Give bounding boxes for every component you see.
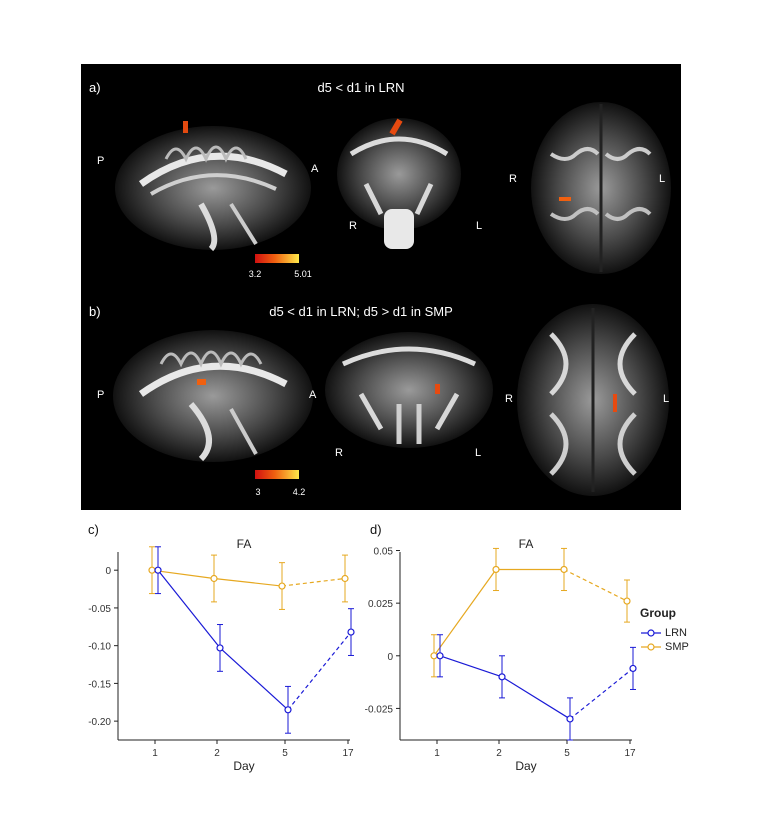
y-tick-label: 0	[387, 652, 393, 663]
data-point-smp	[341, 574, 349, 583]
series-line-lrn	[569, 667, 634, 720]
x-tick-label: 1	[434, 748, 440, 759]
sagittal-slice-a	[115, 121, 311, 252]
activation-blob	[389, 118, 403, 136]
data-point-lrn	[629, 664, 637, 673]
y-tick-label: 0.025	[368, 599, 393, 610]
activation-blob	[559, 197, 571, 201]
panel-b-title: d5 < d1 in LRN; d5 > d1 in SMP	[269, 304, 453, 319]
cor-a-left: R	[349, 220, 357, 232]
brain-image-panel: a) d5 < d1 in LRN P A R L	[81, 64, 681, 510]
colorbar-b	[255, 470, 299, 479]
y-tick-label: -0.10	[88, 642, 111, 653]
y-tick-label: -0.025	[365, 704, 394, 715]
chart-letter: c)	[88, 522, 99, 537]
ax-a-right: L	[659, 173, 665, 185]
sag-b-left: P	[97, 389, 104, 401]
series-line-lrn	[439, 655, 503, 678]
x-tick-label: 2	[496, 748, 502, 759]
series-line-smp	[213, 577, 283, 587]
x-tick-label: 1	[152, 748, 158, 759]
coronal-slice-b	[325, 332, 493, 448]
ax-a-left: R	[509, 173, 517, 185]
legend-key-smp	[641, 643, 661, 651]
data-point-lrn	[566, 715, 574, 723]
data-point-smp	[148, 566, 156, 574]
sag-a-right: A	[311, 163, 319, 175]
data-point-smp	[560, 565, 568, 574]
coronal-slice-a	[337, 118, 461, 249]
sag-b-right: A	[309, 389, 317, 401]
data-point-smp	[430, 652, 438, 660]
series-line-lrn	[157, 569, 221, 649]
chart-d: d) FA 0.05 0.025 0 -0.025 1 2 5 17 Day	[365, 522, 637, 773]
data-point-lrn	[154, 566, 162, 574]
data-point-smp	[278, 582, 286, 590]
legend-label-smp: SMP	[665, 641, 689, 653]
data-point-smp	[210, 574, 218, 583]
series-line-lrn	[501, 676, 571, 720]
legend-key-lrn	[641, 629, 661, 637]
sag-a-left: P	[97, 155, 104, 167]
data-point-smp	[623, 597, 631, 605]
cor-a-right: L	[476, 220, 482, 232]
activation-blob	[613, 394, 617, 412]
legend-item-lrn: LRN	[640, 626, 720, 640]
chart-title: FA	[237, 537, 252, 551]
panel-b-letter: b)	[89, 304, 101, 319]
colorbar-a	[255, 254, 299, 263]
chart-c: c) FA 0 -0.05 -0.10 -0.15 -0.20 1 2 5 17 Day	[88, 522, 355, 773]
y-tick-label: 0.05	[374, 547, 394, 558]
series-line-smp	[281, 577, 346, 587]
cor-b-right: L	[475, 447, 481, 459]
series-line-smp	[563, 568, 628, 602]
data-point-smp	[492, 565, 500, 574]
panel-a-letter: a)	[89, 80, 101, 95]
legend: Group LRN SMP	[640, 606, 720, 654]
activation-blob	[435, 384, 440, 394]
y-tick-label: -0.15	[88, 679, 111, 690]
series-line-lrn	[287, 631, 352, 711]
colorbar-a-max: 5.01	[294, 269, 312, 279]
colorbar-b-min: 3	[255, 487, 260, 497]
brain-images: a) d5 < d1 in LRN P A R L	[89, 80, 671, 497]
data-point-lrn	[436, 652, 444, 660]
colorbar-a-min: 3.2	[249, 269, 262, 279]
axial-slice-a	[531, 102, 671, 274]
ax-b-left: R	[505, 393, 513, 405]
x-tick-label: 2	[214, 748, 220, 759]
y-tick-label: -0.05	[88, 604, 111, 615]
sagittal-slice-b	[113, 330, 313, 462]
x-tick-label: 17	[342, 748, 354, 759]
data-point-lrn	[498, 673, 506, 681]
data-point-lrn	[284, 706, 292, 714]
series-line-smp	[151, 569, 215, 580]
colorbar-b-max: 4.2	[293, 487, 306, 497]
y-tick-label: 0	[105, 566, 111, 577]
legend-label-lrn: LRN	[665, 627, 688, 639]
y-tick-label: -0.20	[88, 717, 111, 728]
data-point-lrn	[216, 644, 224, 652]
x-tick-label: 5	[282, 748, 288, 759]
chart-title: FA	[519, 537, 534, 551]
chart-letter: d)	[370, 522, 382, 537]
axial-slice-b	[517, 304, 669, 496]
series-line-lrn	[219, 647, 289, 711]
data-point-lrn	[347, 628, 355, 636]
series-line-smp	[433, 569, 497, 657]
activation-blob	[183, 121, 188, 133]
ax-b-right: L	[663, 393, 669, 405]
x-tick-label: 5	[564, 748, 570, 759]
activation-blob	[197, 379, 206, 385]
panel-a-title: d5 < d1 in LRN	[317, 80, 404, 95]
x-axis-label: Day	[515, 759, 536, 773]
cor-b-left: R	[335, 447, 343, 459]
legend-title: Group	[640, 606, 676, 620]
x-axis-label: Day	[233, 759, 254, 773]
legend-item-smp: SMP	[640, 640, 720, 654]
x-tick-label: 17	[624, 748, 636, 759]
